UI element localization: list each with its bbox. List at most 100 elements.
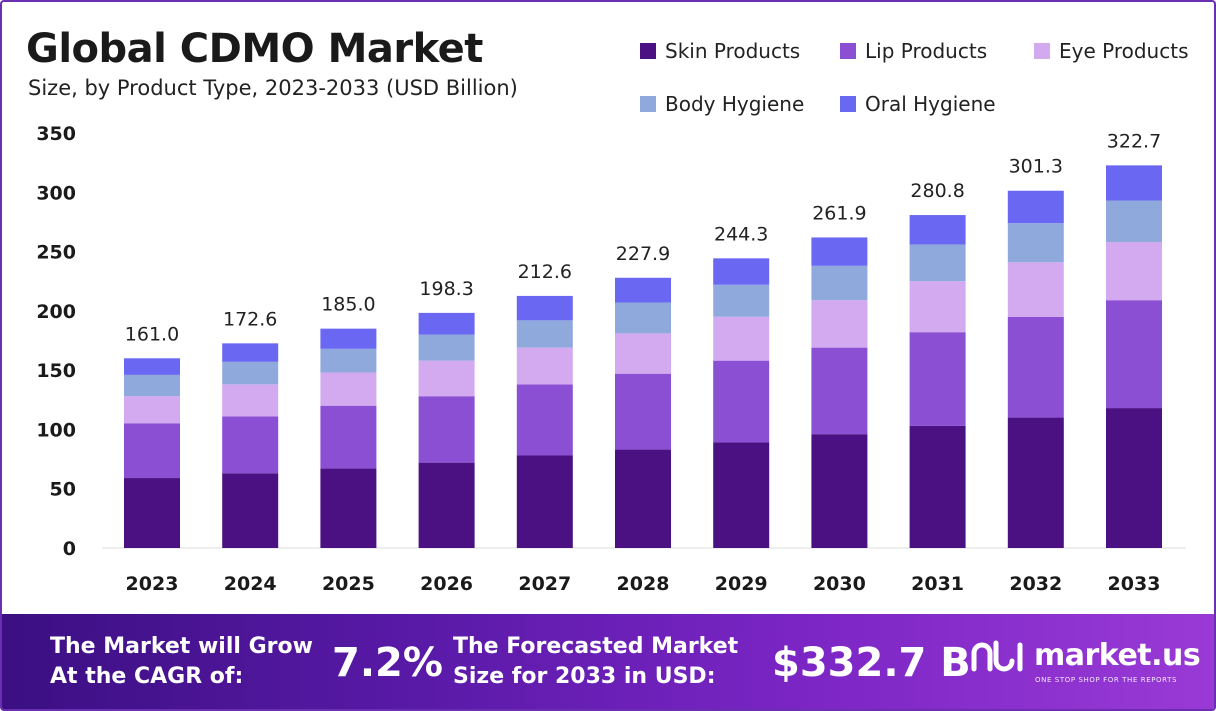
data-label-total-2028: 227.9 bbox=[616, 243, 670, 265]
bar-lip-products-2033 bbox=[1106, 300, 1162, 409]
data-label-total-2025: 185.0 bbox=[321, 294, 375, 316]
data-label-total-2031: 280.8 bbox=[910, 180, 964, 202]
y-tick-label: 100 bbox=[36, 419, 76, 441]
bar-body-hygiene-2032 bbox=[1007, 223, 1064, 263]
bar-body-hygiene-2031 bbox=[909, 244, 966, 282]
cagr-value: 7.2% bbox=[332, 640, 443, 686]
bar-lip-products-2031 bbox=[909, 332, 966, 426]
bar-lip-products-2026 bbox=[418, 396, 475, 463]
bar-lip-products-2028 bbox=[615, 373, 671, 450]
bar-oral-hygiene-2033 bbox=[1106, 165, 1162, 201]
bar-oral-hygiene-2032 bbox=[1007, 190, 1064, 224]
bar-oral-hygiene-2024 bbox=[222, 343, 279, 362]
cagr-label: The Market will Grow At the CAGR of: bbox=[50, 632, 313, 692]
x-tick-label-2028: 2028 bbox=[617, 573, 670, 595]
bar-body-hygiene-2030 bbox=[811, 265, 868, 301]
bar-eye-products-2033 bbox=[1106, 242, 1162, 301]
bar-skin-products-2029 bbox=[713, 442, 770, 548]
bar-oral-hygiene-2030 bbox=[811, 237, 868, 266]
bar-lip-products-2029 bbox=[713, 360, 770, 443]
forecast-label: The Forecasted Market Size for 2033 in U… bbox=[453, 632, 738, 692]
market-us-logo-icon bbox=[971, 640, 1023, 671]
x-tick-label-2033: 2033 bbox=[1108, 573, 1161, 595]
x-tick-label-2024: 2024 bbox=[224, 573, 277, 595]
bar-eye-products-2031 bbox=[909, 281, 966, 333]
bar-body-hygiene-2023 bbox=[124, 374, 180, 397]
bar-skin-products-2024 bbox=[222, 473, 279, 548]
data-label-total-2026: 198.3 bbox=[419, 278, 473, 300]
data-label-total-2024: 172.6 bbox=[223, 308, 277, 330]
x-tick-label-2027: 2027 bbox=[518, 573, 571, 595]
y-tick-label: 350 bbox=[36, 123, 76, 145]
bar-skin-products-2025 bbox=[320, 468, 377, 548]
x-tick-label-2032: 2032 bbox=[1009, 573, 1062, 595]
bar-oral-hygiene-2025 bbox=[320, 328, 377, 349]
y-tick-label: 0 bbox=[63, 538, 76, 560]
x-tick-label-2025: 2025 bbox=[322, 573, 375, 595]
forecast-label-line1: The Forecasted Market bbox=[453, 634, 739, 659]
bar-skin-products-2026 bbox=[418, 462, 475, 548]
y-tick-label: 150 bbox=[36, 360, 76, 382]
bar-eye-products-2027 bbox=[516, 347, 573, 385]
bar-body-hygiene-2025 bbox=[320, 348, 377, 373]
bar-eye-products-2024 bbox=[222, 384, 279, 417]
market-us-logo[interactable]: market.us bbox=[970, 638, 1201, 673]
bar-body-hygiene-2029 bbox=[713, 284, 770, 317]
bar-eye-products-2023 bbox=[124, 396, 180, 424]
bar-skin-products-2027 bbox=[516, 455, 573, 548]
bar-eye-products-2032 bbox=[1007, 262, 1064, 317]
bar-lip-products-2032 bbox=[1007, 316, 1064, 418]
bar-lip-products-2027 bbox=[516, 384, 573, 456]
bar-body-hygiene-2027 bbox=[516, 320, 573, 348]
bar-skin-products-2031 bbox=[909, 425, 966, 548]
data-label-total-2032: 301.3 bbox=[1009, 156, 1063, 178]
bar-oral-hygiene-2029 bbox=[713, 258, 770, 285]
bar-body-hygiene-2028 bbox=[615, 302, 671, 334]
logo-tagline: ONE STOP SHOP FOR THE REPORTS bbox=[1035, 676, 1178, 684]
bar-eye-products-2029 bbox=[713, 316, 770, 361]
bar-lip-products-2025 bbox=[320, 405, 377, 469]
bar-eye-products-2025 bbox=[320, 372, 377, 406]
bar-oral-hygiene-2028 bbox=[615, 277, 671, 303]
y-tick-label: 50 bbox=[50, 479, 76, 501]
bar-oral-hygiene-2026 bbox=[418, 312, 475, 335]
bar-body-hygiene-2024 bbox=[222, 361, 279, 385]
data-label-total-2027: 212.6 bbox=[518, 261, 572, 283]
bar-oral-hygiene-2031 bbox=[909, 215, 966, 245]
footer-banner: The Market will Grow At the CAGR of: 7.2… bbox=[2, 614, 1214, 709]
bar-skin-products-2033 bbox=[1106, 408, 1162, 548]
data-label-total-2029: 244.3 bbox=[714, 223, 768, 245]
bar-lip-products-2024 bbox=[222, 416, 279, 474]
bar-skin-products-2030 bbox=[811, 434, 868, 548]
cagr-label-line1: The Market will Grow bbox=[50, 634, 313, 659]
bar-oral-hygiene-2023 bbox=[124, 358, 180, 375]
cagr-label-line2: At the CAGR of: bbox=[50, 664, 244, 689]
bar-eye-products-2030 bbox=[811, 300, 868, 348]
y-tick-label: 200 bbox=[36, 301, 76, 323]
bar-body-hygiene-2033 bbox=[1106, 200, 1162, 243]
bar-eye-products-2028 bbox=[615, 333, 671, 374]
data-label-total-2023: 161.0 bbox=[125, 323, 179, 345]
x-tick-label-2030: 2030 bbox=[813, 573, 866, 595]
bar-oral-hygiene-2027 bbox=[516, 295, 573, 321]
data-label-total-2030: 261.9 bbox=[812, 202, 866, 224]
logo-text: market.us bbox=[1034, 638, 1201, 673]
chart-subtitle: Size, by Product Type, 2023-2033 (USD Bi… bbox=[28, 76, 518, 100]
bar-body-hygiene-2026 bbox=[418, 334, 475, 361]
x-tick-label-2023: 2023 bbox=[126, 573, 179, 595]
x-tick-label-2031: 2031 bbox=[911, 573, 964, 595]
x-tick-label-2029: 2029 bbox=[715, 573, 768, 595]
bar-skin-products-2023 bbox=[124, 478, 180, 548]
chart-title: Global CDMO Market bbox=[26, 26, 483, 72]
bar-eye-products-2026 bbox=[418, 360, 475, 397]
stacked-bar-chart: 0 50 100 150 200 250 300 350 161.0 2023 172.6 2024 1… bbox=[36, 123, 1186, 595]
y-tick-label: 250 bbox=[36, 242, 76, 264]
forecast-label-line2: Size for 2033 in USD: bbox=[453, 664, 716, 689]
bar-lip-products-2030 bbox=[811, 347, 868, 435]
x-tick-label-2026: 2026 bbox=[420, 573, 473, 595]
data-label-total-2033: 322.7 bbox=[1107, 130, 1161, 152]
forecast-value: $332.7 B bbox=[772, 640, 971, 686]
bar-lip-products-2023 bbox=[124, 423, 180, 479]
y-tick-label: 300 bbox=[36, 182, 76, 204]
